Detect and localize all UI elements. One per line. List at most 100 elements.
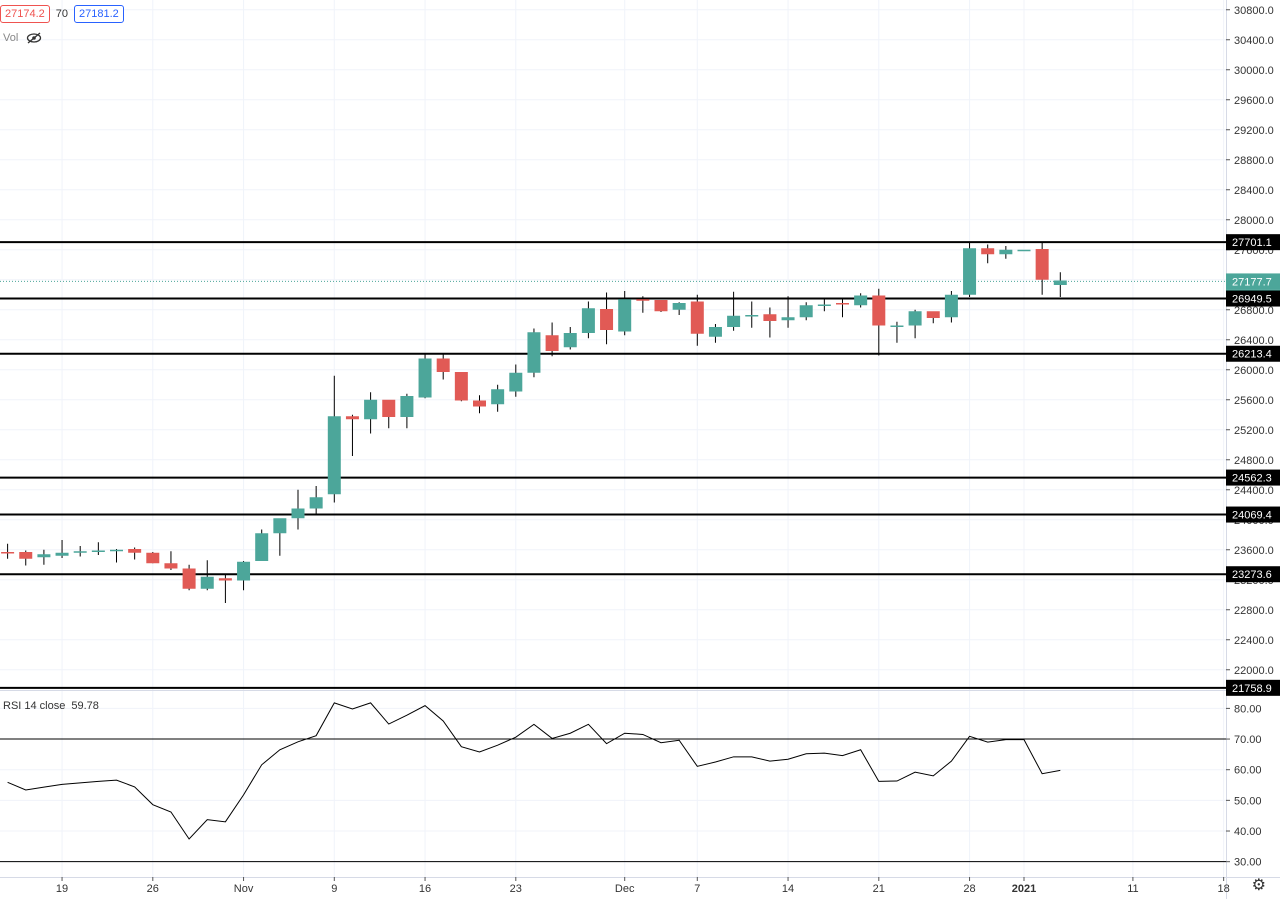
volume-legend[interactable]: Vol xyxy=(3,32,42,44)
candle-body xyxy=(37,554,51,558)
gear-icon[interactable]: ⚙ xyxy=(1251,877,1266,894)
price-label-text: 26949.5 xyxy=(1232,294,1272,306)
candle xyxy=(55,540,69,558)
price-label-bg xyxy=(1226,290,1280,307)
eye-hidden-icon[interactable] xyxy=(26,32,42,44)
candle xyxy=(273,518,287,556)
x-tick-label: 18 xyxy=(1218,883,1230,895)
price-axis-label: 24562.3 xyxy=(1226,469,1280,486)
candle-body xyxy=(999,249,1013,255)
candle xyxy=(872,288,886,356)
candle-body xyxy=(618,299,632,332)
y-tick-label: 30800.0 xyxy=(1234,5,1274,17)
candle xyxy=(600,292,614,345)
candle xyxy=(37,549,51,565)
rsi-tick-label: 40.00 xyxy=(1234,826,1262,838)
y-tick-label: 28800.0 xyxy=(1234,155,1274,167)
y-tick-label: 24400.0 xyxy=(1234,485,1274,497)
candle-body xyxy=(926,311,940,318)
candle xyxy=(255,529,269,561)
price-labels: 27701.127177.712:18:5626949.526213.42456… xyxy=(1226,234,1280,696)
candle-body xyxy=(237,561,251,581)
candle-body xyxy=(1017,249,1031,252)
candle xyxy=(763,307,777,338)
price-label-text: 23273.6 xyxy=(1232,569,1272,581)
buy-price-button[interactable]: 27181.2 xyxy=(74,5,124,23)
candle-body xyxy=(218,578,232,581)
y-tick-label: 28000.0 xyxy=(1234,215,1274,227)
y-tick-label: 22000.0 xyxy=(1234,665,1274,677)
candle-body xyxy=(690,301,704,334)
candle-body xyxy=(309,497,323,509)
candle xyxy=(509,364,523,397)
x-tick-label: 26 xyxy=(147,883,159,895)
x-tick-label: 7 xyxy=(694,883,700,895)
candle-body xyxy=(491,389,505,405)
candle-body xyxy=(1035,249,1049,280)
x-tick-label: 19 xyxy=(56,883,68,895)
y-tick-label: 28400.0 xyxy=(1234,185,1274,197)
candle xyxy=(636,296,650,313)
candle-body xyxy=(708,327,722,337)
candle-body xyxy=(327,416,341,495)
candle xyxy=(418,354,432,399)
candle-body xyxy=(636,299,650,301)
price-axis-label: 21758.9 xyxy=(1226,679,1280,696)
y-tick-label: 23600.0 xyxy=(1234,545,1274,557)
candle-body xyxy=(527,332,541,373)
y-tick-label: 26800.0 xyxy=(1234,305,1274,317)
candle xyxy=(963,242,977,297)
candle xyxy=(708,324,722,343)
y-tick-label: 26400.0 xyxy=(1234,335,1274,347)
candle-body xyxy=(654,300,668,312)
candle xyxy=(364,392,378,434)
candle xyxy=(926,311,940,324)
candle-body xyxy=(817,304,831,306)
candle xyxy=(563,327,577,350)
candle xyxy=(491,384,505,412)
price-label-text: 27177.7 xyxy=(1232,276,1272,288)
rsi-series xyxy=(0,702,1226,863)
candle xyxy=(908,309,922,339)
x-tick-label: Dec xyxy=(615,883,635,895)
y-tick-label: 25600.0 xyxy=(1234,395,1274,407)
price-label-bg xyxy=(1226,234,1280,251)
rsi-tick-label: 80.00 xyxy=(1234,703,1262,715)
candle-body xyxy=(672,303,686,310)
candle-body xyxy=(981,248,995,255)
candle-body xyxy=(745,315,759,317)
candle xyxy=(545,322,559,357)
price-label-bg xyxy=(1226,469,1280,486)
candle xyxy=(999,246,1013,259)
sell-price-button[interactable]: 27174.2 xyxy=(0,5,50,23)
candle-body xyxy=(509,372,523,392)
y-tick-label: 22800.0 xyxy=(1234,605,1274,617)
x-tick-label: 2021 xyxy=(1012,883,1036,895)
rsi-line xyxy=(7,702,1061,840)
candle xyxy=(618,291,632,336)
x-tick-label: 11 xyxy=(1127,883,1138,895)
candle-body xyxy=(128,549,142,553)
x-tick-label: 23 xyxy=(510,883,522,895)
candle-body xyxy=(255,533,269,561)
horizontal-levels xyxy=(0,241,1226,689)
candle xyxy=(527,328,541,378)
rsi-legend[interactable]: RSI 14 close 59.78 xyxy=(3,700,99,712)
candle xyxy=(1053,272,1067,297)
candle xyxy=(836,297,849,318)
candle-body xyxy=(382,399,396,417)
y-tick-label: 26000.0 xyxy=(1234,365,1274,377)
rsi-tick-label: 30.00 xyxy=(1234,857,1262,869)
volume-label: Vol xyxy=(3,32,19,44)
candle-body xyxy=(473,400,486,407)
x-tick-label: 14 xyxy=(782,883,794,895)
candle-body xyxy=(563,333,577,348)
candle-body xyxy=(345,416,359,420)
candle-body xyxy=(19,552,33,559)
candle-body xyxy=(872,295,886,326)
candle xyxy=(690,294,704,346)
candle-body xyxy=(55,552,69,556)
candle xyxy=(473,395,486,414)
candle xyxy=(1017,249,1031,252)
